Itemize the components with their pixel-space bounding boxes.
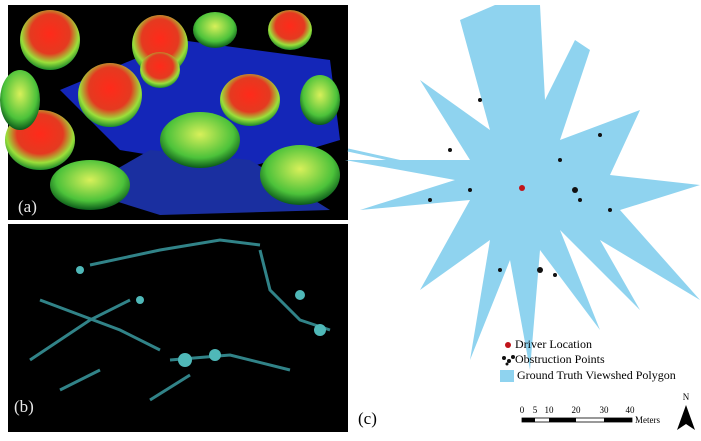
scale-label: 0 [520, 405, 525, 415]
north-label: N [683, 392, 690, 402]
north-arrow: N [677, 392, 695, 430]
legend-swatch [505, 342, 511, 348]
scale-unit: Meters [635, 415, 660, 425]
scale-bar: 0 5 10 20 30 40 Meters [520, 405, 661, 425]
panel-b: (b) [8, 224, 348, 432]
scale-label: 5 [533, 405, 538, 415]
legend-swatch [500, 370, 514, 382]
legend-label: Ground Truth Viewshed Polygon [517, 368, 676, 382]
figure: (a) (b) (c) [0, 0, 701, 436]
panel-label: (b) [14, 397, 34, 416]
legend-swatch [502, 355, 515, 366]
scale-label: 10 [545, 405, 555, 415]
legend: Driver Location Obstruction Points Groun… [500, 337, 676, 382]
scale-label: 30 [600, 405, 610, 415]
panel-label: (a) [18, 197, 37, 216]
scale-label: 40 [626, 405, 636, 415]
legend-label: Obstruction Points [515, 352, 605, 366]
panel-label: (c) [358, 409, 377, 428]
legend-label: Driver Location [515, 337, 592, 351]
scale-label: 20 [572, 405, 582, 415]
panel-a: (a) [0, 5, 348, 220]
